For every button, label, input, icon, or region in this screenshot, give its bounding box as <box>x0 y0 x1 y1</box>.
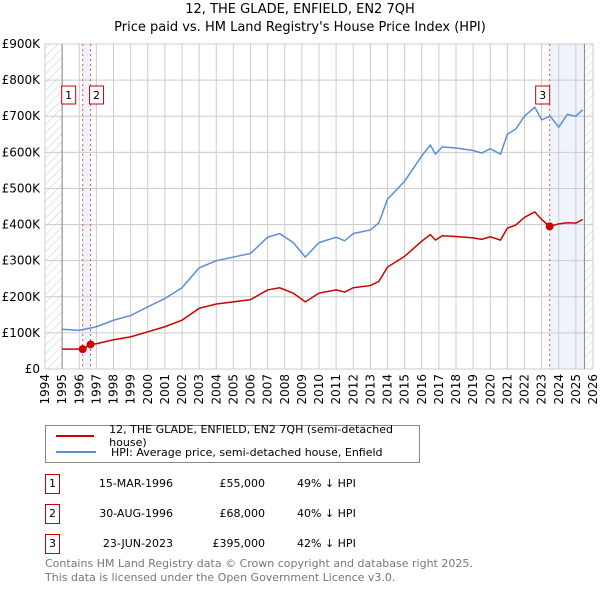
x-tick-label: 2000 <box>141 374 155 405</box>
blue-line-swatch <box>56 451 96 453</box>
x-tick-label: 2007 <box>261 374 275 405</box>
sale-point <box>78 345 87 354</box>
chart-subtitle: Price paid vs. HM Land Registry's House … <box>114 20 486 35</box>
x-tick-label: 1999 <box>124 374 138 405</box>
x-tick-label: 1997 <box>89 374 103 405</box>
y-tick-label: £600K <box>2 145 42 159</box>
sale-period-shade <box>82 44 91 369</box>
y-tick-label: £100K <box>2 326 42 340</box>
x-tick-label: 2026 <box>586 374 600 405</box>
x-tick-label: 2005 <box>226 374 240 405</box>
x-tick-label: 1995 <box>55 374 69 405</box>
sale-marker-label: 3 <box>45 534 60 554</box>
sale-label: 1 <box>65 89 72 102</box>
x-tick-label: 2022 <box>518 374 532 405</box>
x-tick-label: 2004 <box>209 374 223 405</box>
sale-point <box>545 222 554 231</box>
sale-row: 1 15-MAR-1996 £55,000 49% ↓ HPI <box>45 474 465 494</box>
x-tick-label: 2013 <box>363 374 377 405</box>
legend-item-hpi: HPI: Average price, semi-detached house,… <box>56 444 383 460</box>
sale-hpi: 49% ↓ HPI <box>297 477 356 490</box>
x-tick-label: 2010 <box>312 374 326 405</box>
sale-label: 3 <box>539 89 546 102</box>
y-tick-label: £700K <box>2 109 42 123</box>
x-tick-label: 2019 <box>466 374 480 405</box>
x-tick-label: 2006 <box>244 374 258 405</box>
sale-marker-label: 2 <box>45 504 60 524</box>
x-tick-label: 2014 <box>381 374 395 405</box>
x-tick-label: 2002 <box>175 374 189 405</box>
sale-label-box <box>89 85 105 105</box>
sale-period-shade <box>549 44 585 369</box>
x-tick-label: 2021 <box>500 374 514 405</box>
x-tick-label: 2024 <box>552 374 566 405</box>
x-tick-label: 2017 <box>432 374 446 405</box>
sale-label-box <box>535 85 551 105</box>
sale-point <box>86 340 95 349</box>
sale-hpi: 40% ↓ HPI <box>297 507 356 520</box>
x-tick-label: 1994 <box>38 374 52 405</box>
series-line <box>62 106 584 332</box>
x-tick-label: 2001 <box>158 374 172 405</box>
x-tick-label: 1996 <box>72 374 86 405</box>
series-line <box>62 210 584 350</box>
x-tick-label: 2023 <box>535 374 549 405</box>
y-tick-label: £400K <box>2 218 42 232</box>
x-tick-label: 2020 <box>483 374 497 405</box>
legend-label: HPI: Average price, semi-detached house,… <box>111 445 383 459</box>
y-tick-label: £800K <box>2 73 42 87</box>
sale-row: 3 23-JUN-2023 £395,000 42% ↓ HPI <box>45 534 465 554</box>
x-tick-label: 2003 <box>192 374 206 405</box>
legend-label: 12, THE GLADE, ENFIELD, EN2 7QH (semi-de… <box>109 423 393 449</box>
y-tick-label: £300K <box>2 254 42 268</box>
post-data-hatch <box>584 44 593 369</box>
sale-price: £395,000 <box>212 537 266 550</box>
licence-text: This data is licensed under the Open Gov… <box>45 571 396 584</box>
x-tick-label: 2016 <box>415 374 429 405</box>
sale-date: 30-AUG-1996 <box>99 507 173 520</box>
x-tick-label: 2018 <box>449 374 463 405</box>
price-chart: 1994 1995 1996 1997 1998 1999 2000 2001 2002 2003… <box>2 37 600 405</box>
y-tick-label: £900K <box>2 37 42 51</box>
x-tick-label: 2015 <box>398 374 412 405</box>
sale-label: 2 <box>93 89 100 102</box>
pre-data-hatch <box>45 44 63 369</box>
sale-hpi: 42% ↓ HPI <box>297 537 356 550</box>
sale-price: £68,000 <box>219 507 266 520</box>
legend: 12, THE GLADE, ENFIELD, EN2 7QH (semi-de… <box>45 423 420 463</box>
y-tick-label: £500K <box>2 181 42 195</box>
x-tick-label: 2025 <box>569 374 583 405</box>
sale-label-box <box>61 85 77 105</box>
sale-date: 23-JUN-2023 <box>102 537 173 550</box>
legend-item-property: 12, THE GLADE, ENFIELD, EN2 7QH (semi-de… <box>56 423 419 449</box>
x-tick-label: 2012 <box>346 374 360 405</box>
y-tick-label: £200K <box>2 290 42 304</box>
x-tick-label: 1998 <box>107 374 121 405</box>
sale-date: 15-MAR-1996 <box>98 477 173 490</box>
x-tick-label: 2009 <box>295 374 309 405</box>
sale-price: £55,000 <box>219 477 266 490</box>
sale-row: 2 30-AUG-1996 £68,000 40% ↓ HPI <box>45 504 465 524</box>
copyright-text: Contains HM Land Registry data © Crown c… <box>45 557 473 570</box>
sale-marker-label: 1 <box>45 474 60 494</box>
footer: Contains HM Land Registry data © Crown c… <box>45 557 473 585</box>
y-tick-label: £0 <box>25 362 40 376</box>
red-line-swatch <box>56 435 95 437</box>
x-tick-label: 2011 <box>329 374 343 405</box>
x-tick-label: 2008 <box>278 374 292 405</box>
chart-title: 12, THE GLADE, ENFIELD, EN2 7QH <box>185 2 415 17</box>
